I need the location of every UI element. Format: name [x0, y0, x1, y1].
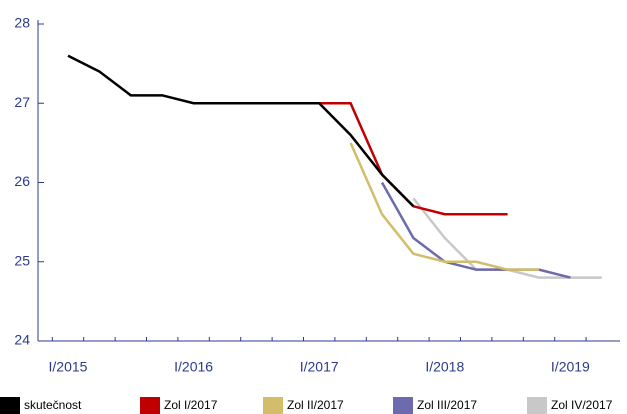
legend-label: Zol IV/2017: [551, 398, 613, 412]
y-tick-label: 26: [14, 173, 30, 189]
x-tick-label: I/2018: [425, 359, 464, 375]
x-tick-label: I/2019: [551, 359, 590, 375]
y-tick-label: 25: [14, 252, 30, 268]
series-line: [380, 181, 571, 279]
series-line: [67, 54, 415, 208]
legend-label: Zol I/2017: [164, 398, 218, 412]
legend-swatch: [263, 397, 283, 414]
series-line: [319, 102, 508, 216]
legend-swatch: [0, 397, 20, 414]
series-line: [412, 197, 602, 279]
y-tick-label: 28: [14, 15, 30, 31]
x-tick-label: I/2017: [300, 359, 339, 375]
legend-swatch: [140, 397, 160, 414]
legend-label: Zol III/2017: [417, 398, 477, 412]
legend-swatch: [393, 397, 413, 414]
series-line: [349, 142, 539, 271]
legend-label: skutečnost: [24, 398, 82, 412]
x-tick-label: I/2016: [174, 359, 213, 375]
y-tick-label: 24: [14, 332, 30, 348]
legend-swatch: [527, 397, 547, 414]
legend-label: Zol II/2017: [287, 398, 344, 412]
x-tick-label: I/2015: [49, 359, 88, 375]
y-tick-label: 27: [14, 94, 30, 110]
